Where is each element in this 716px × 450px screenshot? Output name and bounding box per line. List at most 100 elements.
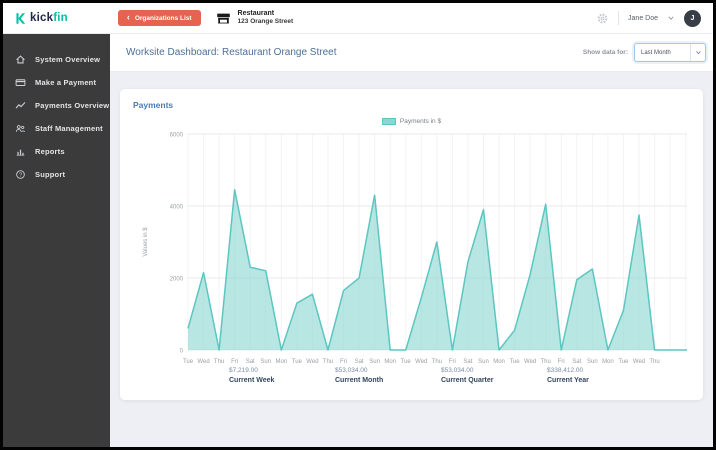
svg-text:4000: 4000 [170, 205, 184, 211]
svg-text:Thu: Thu [432, 359, 442, 365]
stat-label: Current Year [547, 376, 589, 384]
sidebar-item-label: System Overview [35, 55, 101, 64]
divider [618, 11, 620, 25]
sidebar: System Overview Make a Payment Payments … [3, 34, 110, 447]
sidebar-nav: System Overview Make a Payment Payments … [3, 34, 110, 186]
sidebar-item-label: Support [35, 170, 66, 179]
stat-amount: $53,034.00 [441, 367, 474, 374]
svg-text:Thu: Thu [541, 359, 551, 365]
svg-text:Sun: Sun [587, 359, 598, 365]
sidebar-item[interactable]: Reports [3, 140, 110, 163]
legend-label: Payments in $ [399, 117, 442, 125]
back-chevron-icon: ‹ [126, 11, 130, 22]
sidebar-item[interactable]: Make a Payment [3, 71, 110, 94]
svg-text:Wed: Wed [415, 359, 427, 365]
store-icon [216, 11, 231, 26]
svg-text:Tue: Tue [183, 359, 194, 365]
svg-text:Thu: Thu [649, 359, 659, 365]
organizations-list-label: Organizations List [134, 14, 192, 22]
svg-text:Tue: Tue [292, 359, 303, 365]
top-bar: kickfin ‹ Organizations List Restaurant … [3, 3, 713, 34]
date-range-select[interactable]: Last Month [634, 43, 706, 62]
svg-text:Tue: Tue [510, 359, 521, 365]
svg-text:Mon: Mon [384, 359, 396, 365]
svg-text:0: 0 [180, 349, 184, 355]
svg-text:Thu: Thu [214, 359, 224, 365]
svg-text:Fri: Fri [340, 359, 347, 365]
svg-text:Wed: Wed [306, 359, 318, 365]
svg-text:Values in $: Values in $ [143, 227, 149, 257]
date-range-value: Last Month [641, 49, 671, 56]
svg-text:Wed: Wed [633, 359, 645, 365]
stat-amount: $53,034.00 [335, 367, 368, 374]
svg-text:Mon: Mon [602, 359, 614, 365]
card-title: Payments [133, 100, 174, 110]
svg-text:2000: 2000 [170, 277, 184, 283]
svg-text:Fri: Fri [231, 359, 238, 365]
user-menu-chevron-icon[interactable] [667, 14, 675, 22]
trend-icon [15, 100, 26, 111]
svg-text:6000: 6000 [170, 133, 184, 139]
svg-text:Fri: Fri [558, 359, 565, 365]
chevron-down-icon [695, 49, 702, 56]
page-header: Worksite Dashboard: Restaurant Orange St… [110, 34, 713, 72]
gear-icon[interactable] [596, 12, 609, 25]
sidebar-item-label: Staff Management [35, 124, 103, 133]
svg-text:Sun: Sun [369, 359, 380, 365]
sidebar-item[interactable]: System Overview [3, 48, 110, 71]
stat-label: Current Month [335, 376, 384, 384]
stats-row: $7,219.00 Current Week $53,034.00 Curren… [133, 367, 690, 385]
stat-item: $338,412.00 Current Year [547, 367, 653, 385]
avatar[interactable]: J [684, 9, 701, 27]
stat-item: $7,219.00 Current Week [229, 367, 335, 385]
venue-name: Restaurant [237, 9, 275, 17]
kickfin-logo[interactable]: kickfin [14, 12, 68, 25]
help-icon [15, 169, 26, 180]
users-icon [15, 123, 26, 134]
filter-label: Show data for: [582, 49, 628, 56]
svg-text:Wed: Wed [197, 359, 209, 365]
stat-label: Current Week [229, 376, 275, 384]
stat-amount: $338,412.00 [547, 367, 584, 374]
svg-text:Sun: Sun [478, 359, 489, 365]
sidebar-item-label: Reports [35, 147, 65, 156]
chart-legend[interactable]: Payments in $ [133, 115, 690, 127]
sidebar-item[interactable]: Support [3, 163, 110, 186]
kickfin-logo-text: kickfin [30, 12, 68, 24]
select-caret [690, 44, 705, 61]
svg-text:Fri: Fri [449, 359, 456, 365]
sidebar-item-label: Payments Overview [35, 101, 110, 110]
sidebar-item[interactable]: Payments Overview [3, 94, 110, 117]
sidebar-item-label: Make a Payment [35, 78, 97, 87]
svg-text:Tue: Tue [618, 359, 629, 365]
stat-label: Current Quarter [441, 376, 494, 384]
svg-text:Sat: Sat [463, 359, 472, 365]
stat-item: $53,034.00 Current Quarter [441, 367, 547, 385]
svg-text:Tue: Tue [401, 359, 412, 365]
bar-chart-icon [15, 146, 26, 157]
venue-address: 123 Orange Street [237, 18, 294, 26]
date-filter: Show data for: Last Month [582, 43, 713, 62]
payments-card: Payments Payments in $ 0 2000 4000 6000 Tue W… [120, 89, 703, 400]
payments-chart[interactable]: 0 2000 4000 6000 Tue Wed Thu Fri Sat Sun Mon Tue Wed… [133, 127, 690, 367]
page-title: Worksite Dashboard: Restaurant Orange St… [126, 47, 337, 58]
svg-text:Wed: Wed [524, 359, 536, 365]
credit-card-icon [15, 77, 26, 88]
svg-text:Sat: Sat [572, 359, 581, 365]
stat-item: $53,034.00 Current Month [335, 367, 441, 385]
venue-info: Restaurant 123 Orange Street [238, 10, 294, 27]
home-icon [15, 54, 26, 65]
kickfin-logo-icon [14, 12, 27, 25]
user-name[interactable]: Jane Doe [628, 14, 658, 22]
svg-text:Mon: Mon [275, 359, 287, 365]
svg-text:Sat: Sat [246, 359, 255, 365]
svg-text:Mon: Mon [493, 359, 505, 365]
top-right-cluster: Jane Doe J [596, 9, 713, 27]
organizations-list-button[interactable]: ‹ Organizations List [117, 10, 201, 26]
svg-text:Thu: Thu [323, 359, 333, 365]
svg-text:Sun: Sun [260, 359, 271, 365]
svg-text:Sat: Sat [355, 359, 364, 365]
sidebar-item[interactable]: Staff Management [3, 117, 110, 140]
